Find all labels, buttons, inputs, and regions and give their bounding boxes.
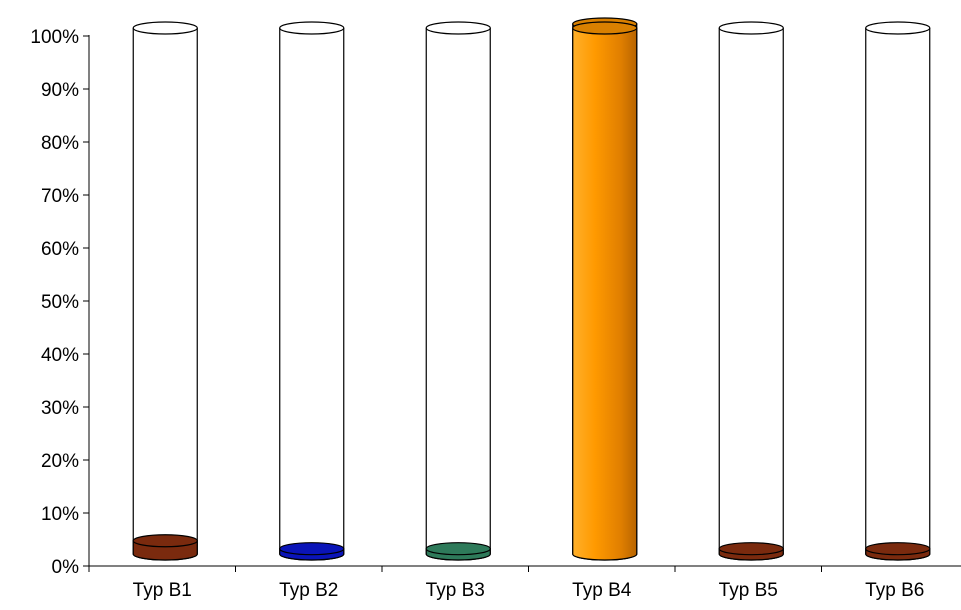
cylinder-top [425, 21, 491, 35]
cylinder-tube [425, 28, 491, 561]
x-category-label: Typ B2 [279, 580, 338, 601]
y-tick-label: 90% [41, 80, 79, 101]
cylinder-top [132, 21, 198, 35]
cylinder-top [572, 21, 638, 35]
x-category-label: Typ B4 [572, 580, 632, 601]
cylinder-tube [132, 28, 198, 561]
y-tick-label: 0% [52, 557, 80, 578]
x-category-label: Typ B1 [133, 580, 192, 601]
y-tick-label: 40% [41, 345, 79, 366]
cylinder-bar [718, 21, 784, 561]
cylinder-bar [132, 21, 198, 561]
bar-value-top [718, 542, 784, 556]
y-tick-label: 80% [41, 133, 79, 154]
cylinder-tube [718, 28, 784, 561]
cylinder-bar [865, 21, 931, 561]
y-tick-label: 30% [41, 398, 79, 419]
y-tick-label: 10% [41, 504, 79, 525]
bar-value-top [865, 542, 931, 556]
cylinder-top [718, 21, 784, 35]
cylinder-bar [279, 21, 345, 561]
cylinder-bar [572, 17, 638, 561]
bar-value-top [425, 542, 491, 556]
x-category-label: Typ B6 [865, 580, 924, 601]
cylinder-top [279, 21, 345, 35]
bar-value-top [132, 534, 198, 548]
y-tick-label: 100% [30, 27, 79, 48]
y-tick-label: 60% [41, 239, 79, 260]
cylinder-tube [865, 28, 931, 561]
y-tick-label: 70% [41, 186, 79, 207]
x-category-label: Typ B3 [426, 580, 485, 601]
cylinder-top [865, 21, 931, 35]
labels-layer: 0% 10% 20% 30% 40% 50% 60% 70% 80% 90% 100% Typ B1 T… [30, 27, 924, 601]
y-tick-label: 50% [41, 292, 79, 313]
bar-value-fill [572, 23, 638, 561]
axis-layer [83, 35, 961, 572]
cylinder-bar [425, 21, 491, 561]
x-category-label: Typ B5 [719, 580, 778, 601]
bar-value-top [279, 542, 345, 556]
y-tick-label: 20% [41, 451, 79, 472]
cylinder-tube [279, 28, 345, 561]
bars-layer [132, 17, 931, 561]
